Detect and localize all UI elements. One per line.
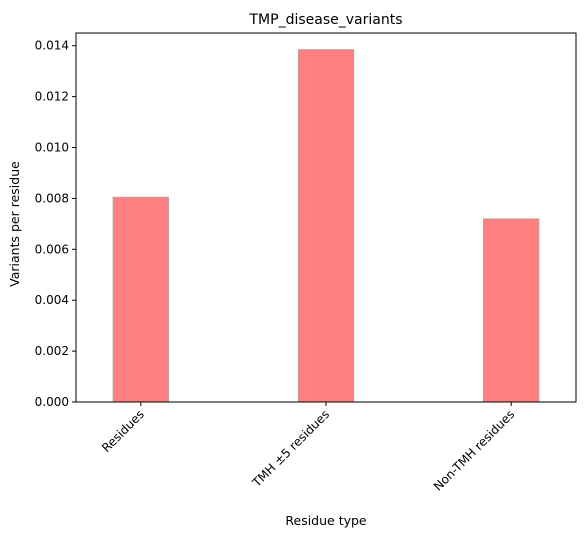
x-axis-label: Residue type bbox=[285, 513, 367, 528]
chart-title: TMP_disease_variants bbox=[249, 12, 403, 28]
y-tick-label: 0.004 bbox=[35, 293, 69, 307]
x-tick-label: Residues bbox=[99, 407, 147, 455]
bar bbox=[297, 49, 355, 403]
y-tick-label: 0.000 bbox=[35, 395, 69, 409]
x-tick-label: TMH ±5 residues bbox=[249, 407, 332, 490]
y-tick-label: 0.012 bbox=[35, 90, 69, 104]
x-axis: Residues TMH ±5 residues Non-TMH residues bbox=[99, 402, 517, 494]
y-tick-label: 0.002 bbox=[35, 344, 69, 358]
plot-area bbox=[75, 32, 577, 403]
bar bbox=[112, 196, 170, 403]
x-tick-label: Non-TMH residues bbox=[431, 407, 517, 493]
y-axis: 0.000 0.002 0.004 0.006 0.008 0.010 0.012 0.014 bbox=[35, 39, 76, 409]
y-tick-label: 0.006 bbox=[35, 242, 69, 256]
bar bbox=[483, 218, 540, 403]
y-tick-label: 0.010 bbox=[35, 141, 69, 155]
y-tick-label: 0.014 bbox=[35, 39, 69, 53]
y-axis-label: Variants per residue bbox=[7, 161, 22, 287]
y-tick-label: 0.008 bbox=[35, 191, 69, 205]
